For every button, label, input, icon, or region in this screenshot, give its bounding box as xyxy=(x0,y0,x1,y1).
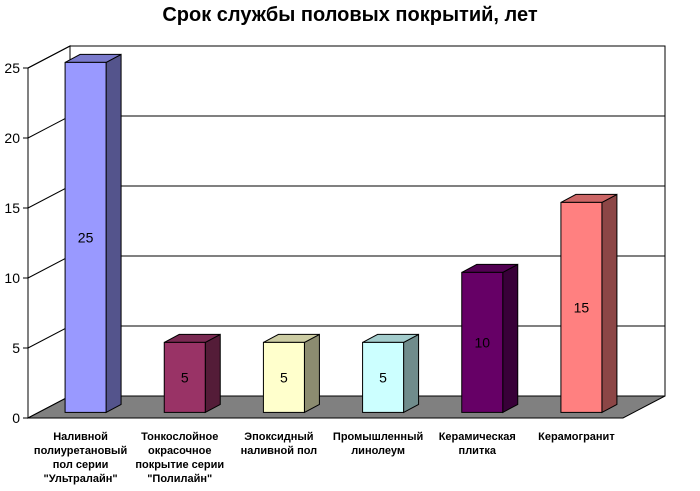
bar-front xyxy=(262,341,305,413)
bar-front xyxy=(163,341,206,413)
x-tick-label: Наливной полиуретановый пол серии "Ультрала… xyxy=(34,431,127,485)
y-tick-label: 15 xyxy=(4,200,20,216)
bar-front xyxy=(461,271,504,413)
bar: 5 xyxy=(262,333,320,414)
bar-front xyxy=(362,341,405,413)
bar-side xyxy=(601,193,618,414)
x-tick-label-line: Эпоксидный xyxy=(244,431,313,443)
x-tick-label-line: "Ультралайн" xyxy=(44,473,118,485)
y-tick-label: 5 xyxy=(12,340,20,356)
x-tick-label-line: полиуретановый xyxy=(34,445,127,457)
data-label: 5 xyxy=(280,369,288,385)
bar-side xyxy=(303,333,320,414)
y-tick-label: 10 xyxy=(4,270,20,286)
x-tick-label: Керамическая плитка xyxy=(439,431,516,457)
bar: 25 xyxy=(64,53,122,414)
chart-title: Срок службы половых покрытий, лет xyxy=(162,4,538,26)
data-label: 5 xyxy=(379,369,387,385)
bar: 15 xyxy=(560,193,618,414)
x-tick-label-line: "Полилайн" xyxy=(147,473,212,485)
bar: 10 xyxy=(461,263,519,414)
bar-front xyxy=(64,61,107,413)
bar: 5 xyxy=(362,333,420,414)
y-tick-label: 0 xyxy=(12,410,20,426)
bar-side xyxy=(204,333,221,414)
y-axis: 0 5 10 15 20 25 xyxy=(4,60,29,426)
x-tick-label-line: окрасочное xyxy=(148,445,212,457)
x-tick-label: Эпоксидный наливной пол xyxy=(241,431,318,457)
x-tick-label-line: линолеум xyxy=(351,445,405,457)
x-tick-label-line: пол серии xyxy=(53,459,109,471)
x-tick-label: Промышленный линолеум xyxy=(333,431,423,457)
x-tick-label: Тонкослойное окрасочное покрытие серии "Пол… xyxy=(135,431,224,485)
bars: 25 5 5 5 10 15 xyxy=(64,53,618,414)
x-tick-label-line: Промышленный xyxy=(333,431,423,443)
y-tick-label: 20 xyxy=(4,130,20,146)
data-label: 10 xyxy=(474,334,490,350)
data-label: 5 xyxy=(181,369,189,385)
data-label: 25 xyxy=(78,229,94,245)
y-tick-label: 25 xyxy=(4,60,20,76)
bar-side xyxy=(502,263,519,414)
x-axis-labels: Наливной полиуретановый пол серии "Ультрала… xyxy=(34,431,615,485)
bar-front xyxy=(560,201,603,413)
x-tick-label-line: наливной пол xyxy=(241,445,318,457)
bar-side xyxy=(105,53,122,414)
x-tick-label-line: Керамогранит xyxy=(538,431,615,443)
gridline xyxy=(27,45,665,69)
x-tick-label-line: Керамическая xyxy=(439,431,516,443)
x-tick-label: Керамогранит xyxy=(538,431,615,443)
x-tick-label-line: Тонкослойное xyxy=(141,431,218,443)
bar: 5 xyxy=(163,333,221,414)
data-label: 15 xyxy=(574,299,590,315)
x-tick-label-line: Наливной xyxy=(53,431,108,443)
bar-side xyxy=(403,333,420,414)
x-tick-label-line: плитка xyxy=(459,445,497,457)
x-tick-label-line: покрытие серии xyxy=(135,459,224,471)
side-wall xyxy=(27,45,71,419)
